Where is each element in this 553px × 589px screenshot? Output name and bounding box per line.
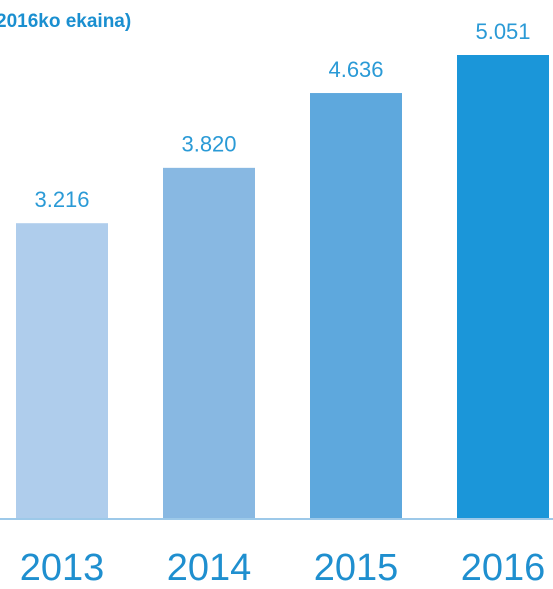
value-label: 3.216 bbox=[34, 187, 89, 212]
x-tick-label: 2014 bbox=[167, 547, 252, 589]
value-label: 3.820 bbox=[181, 132, 236, 157]
x-tick-label: 2016 bbox=[461, 547, 546, 589]
chart-title: 2016ko ekaina) bbox=[0, 11, 131, 32]
bar bbox=[457, 55, 549, 518]
bar bbox=[163, 167, 255, 518]
bar bbox=[310, 93, 402, 518]
bar bbox=[16, 223, 108, 518]
value-label: 4.636 bbox=[328, 57, 383, 82]
value-label: 5.051 bbox=[475, 19, 530, 44]
x-tick-label: 2013 bbox=[20, 547, 105, 589]
x-tick-label: 2015 bbox=[314, 547, 399, 589]
